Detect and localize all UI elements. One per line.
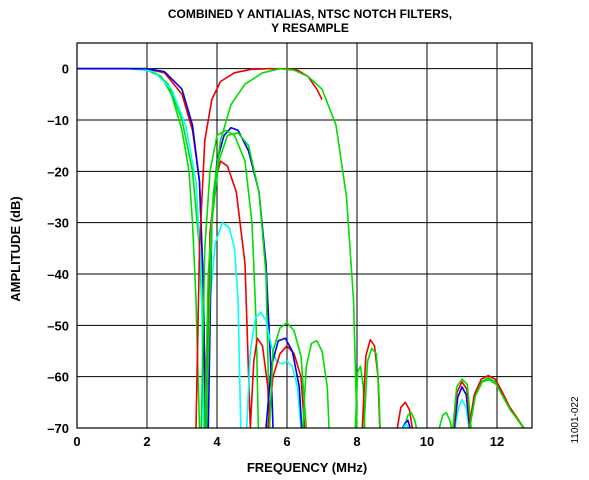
grid bbox=[77, 43, 532, 428]
tick-labels: 0 2 4 6 8 10 12 0 –10 –20 –30 –40 –50 –60 –70 bbox=[47, 62, 504, 449]
x-tick-label: 4 bbox=[213, 434, 221, 449]
series-line-12 bbox=[204, 67, 358, 428]
y-tick-label: –70 bbox=[47, 421, 69, 436]
y-tick-label: –60 bbox=[47, 370, 69, 385]
series-line-4 bbox=[77, 67, 207, 428]
series-line-15 bbox=[267, 345, 306, 428]
series-line-24 bbox=[401, 419, 411, 428]
series-line-30 bbox=[452, 378, 472, 428]
series-line-27 bbox=[454, 398, 470, 428]
series-line-21 bbox=[363, 347, 381, 428]
y-axis-label: AMPLITUDE (dB) bbox=[8, 196, 23, 301]
series-line-5 bbox=[77, 67, 206, 428]
x-tick-label: 12 bbox=[490, 434, 504, 449]
series-line-2 bbox=[77, 67, 208, 428]
y-tick-label: 0 bbox=[62, 62, 69, 77]
series-group bbox=[77, 67, 525, 428]
x-tick-label: 0 bbox=[73, 434, 80, 449]
x-tick-label: 8 bbox=[353, 434, 360, 449]
series-line-1 bbox=[77, 67, 201, 428]
x-axis-label: FREQUENCY (MHz) bbox=[247, 460, 367, 475]
series-line-14 bbox=[249, 337, 271, 428]
y-tick-label: –40 bbox=[47, 267, 69, 282]
series-line-25 bbox=[402, 423, 410, 428]
x-tick-label: 2 bbox=[143, 434, 150, 449]
y-tick-label: –20 bbox=[47, 164, 69, 179]
series-line-3 bbox=[77, 67, 205, 428]
y-tick-label: –50 bbox=[47, 318, 69, 333]
series-line-9 bbox=[200, 129, 260, 428]
series-line-23 bbox=[403, 411, 418, 428]
series-line-13 bbox=[245, 311, 302, 428]
series-line-28 bbox=[453, 386, 471, 428]
plot-frame bbox=[76, 42, 533, 429]
series-line-22 bbox=[396, 401, 414, 428]
series-line-16 bbox=[265, 337, 303, 428]
series-line-10 bbox=[205, 132, 271, 428]
series-line-17 bbox=[268, 321, 308, 428]
y-tick-label: –30 bbox=[47, 216, 69, 231]
y-tick-label: –10 bbox=[47, 113, 69, 128]
chart-title-line-2: Y RESAMPLE bbox=[271, 21, 349, 35]
figure-id: 11001-022 bbox=[570, 396, 581, 444]
series-line-33 bbox=[468, 378, 525, 428]
x-tick-label: 10 bbox=[420, 434, 434, 449]
x-tick-label: 6 bbox=[283, 434, 290, 449]
chart-title-line-1: COMBINED Y ANTIALIAS, NTSC NOTCH FILTERS… bbox=[168, 7, 452, 21]
series-line-18 bbox=[302, 339, 330, 428]
series-line-26 bbox=[438, 411, 453, 428]
